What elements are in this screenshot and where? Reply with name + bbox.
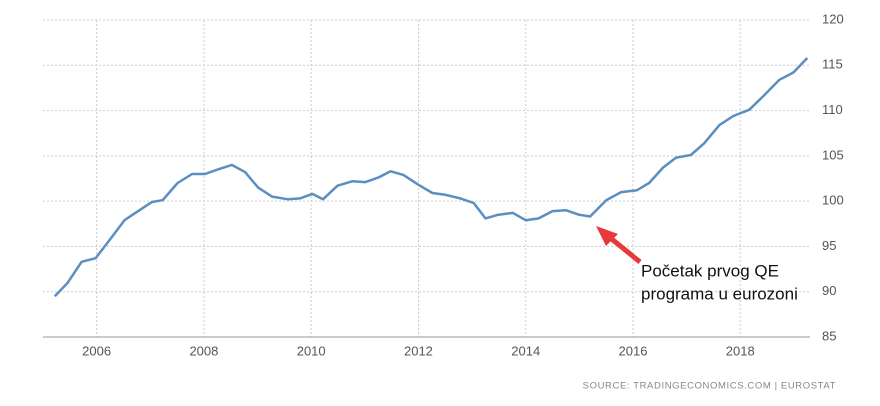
x-tick-label: 2016 — [619, 343, 648, 358]
x-tick-label: 2006 — [82, 343, 111, 358]
annotation-arrowhead — [596, 226, 618, 246]
x-tick-label: 2018 — [726, 343, 755, 358]
annotation-arrow — [606, 234, 642, 264]
source: SOURCE: TRADINGECONOMICS.COM | EUROSTAT — [583, 381, 836, 392]
x-tick-label: 2014 — [511, 343, 540, 358]
data-line — [53, 57, 809, 298]
y-tick-label: 120 — [822, 11, 844, 26]
y-tick-label: 110 — [822, 102, 843, 117]
x-tick-label: 2008 — [189, 343, 218, 358]
y-tick-label: 85 — [822, 328, 836, 343]
y-tick-label: 100 — [822, 193, 844, 208]
x-tick-label: 2012 — [404, 343, 433, 358]
annotation-text: programa u eurozoni — [641, 284, 798, 303]
y-tick-label: 90 — [822, 283, 836, 298]
y-tick-label: 95 — [822, 238, 836, 253]
x-tick-label: 2010 — [297, 343, 326, 358]
annotation-text: Početak prvog QE — [641, 261, 779, 280]
y-tick-label: 105 — [822, 147, 844, 162]
y-tick-label: 115 — [822, 57, 843, 72]
